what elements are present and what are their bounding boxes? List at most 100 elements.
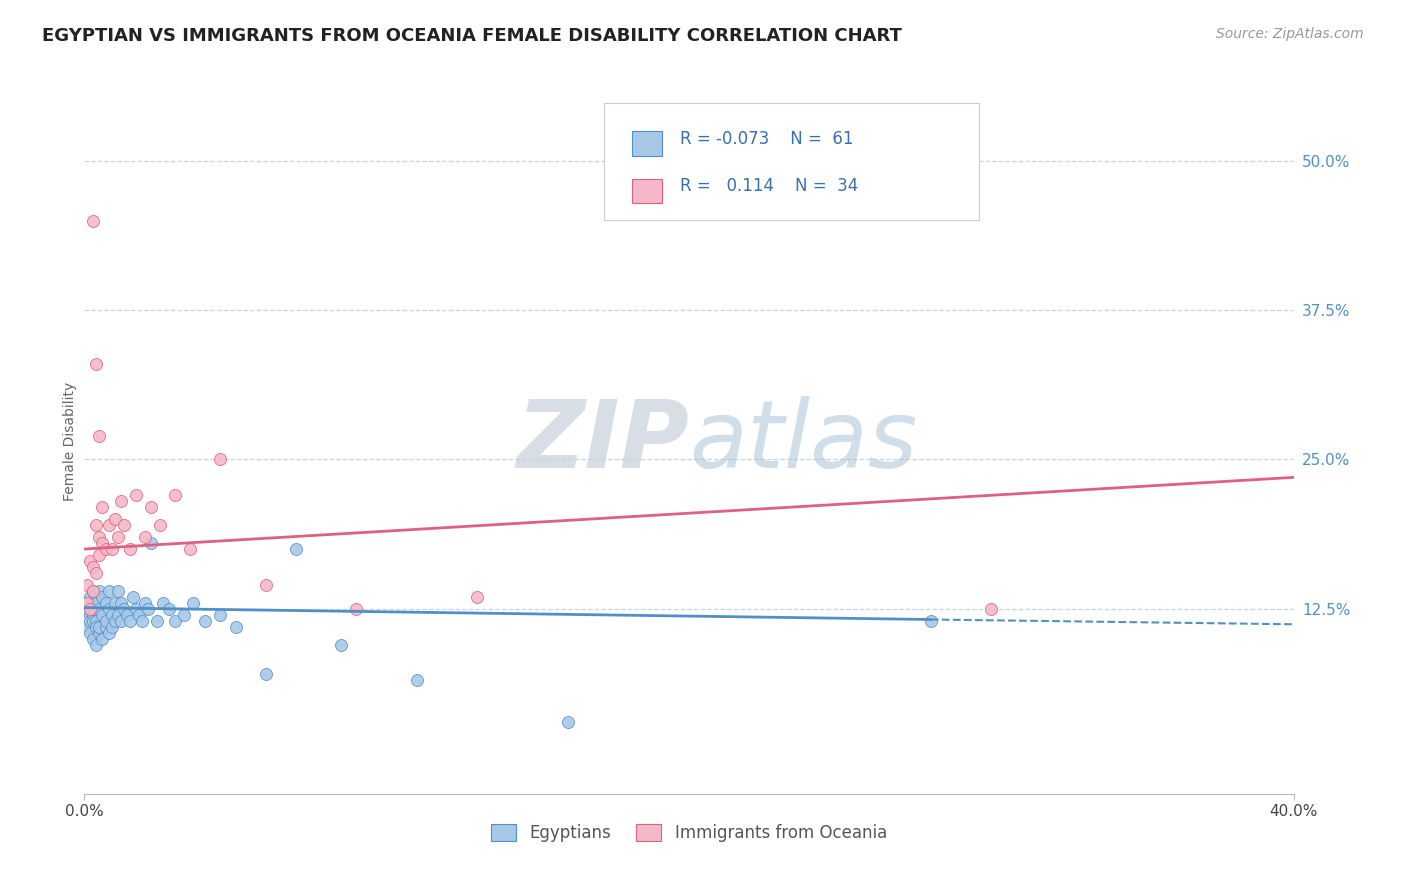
Point	[91, 500, 114, 515]
FancyBboxPatch shape	[633, 178, 662, 203]
Point	[125, 488, 148, 502]
Point	[110, 614, 132, 628]
Point	[920, 614, 942, 628]
Point	[89, 530, 111, 544]
Point	[131, 614, 153, 628]
Point	[115, 607, 138, 622]
Point	[82, 614, 104, 628]
Point	[89, 601, 111, 615]
Point	[107, 583, 129, 598]
Point	[94, 542, 117, 557]
Point	[330, 638, 353, 652]
Point	[94, 620, 117, 634]
Point	[104, 596, 127, 610]
Point	[134, 530, 156, 544]
Point	[89, 428, 111, 442]
Point	[94, 596, 117, 610]
Point	[110, 596, 132, 610]
Point	[557, 715, 579, 730]
Point	[76, 578, 98, 592]
Point	[79, 607, 101, 622]
Point	[467, 590, 489, 604]
Point	[107, 607, 129, 622]
Point	[107, 530, 129, 544]
Point	[86, 614, 108, 628]
Text: EGYPTIAN VS IMMIGRANTS FROM OCEANIA FEMALE DISABILITY CORRELATION CHART: EGYPTIAN VS IMMIGRANTS FROM OCEANIA FEMA…	[42, 27, 903, 45]
Point	[146, 614, 169, 628]
Point	[118, 542, 141, 557]
Point	[82, 583, 104, 598]
Point	[94, 614, 117, 628]
Point	[112, 518, 135, 533]
Point	[76, 596, 98, 610]
Point	[86, 638, 108, 652]
FancyBboxPatch shape	[605, 103, 979, 219]
Text: ZIP: ZIP	[516, 395, 689, 488]
Point	[91, 536, 114, 550]
Point	[225, 620, 247, 634]
FancyBboxPatch shape	[633, 131, 662, 156]
Point	[91, 632, 114, 646]
Point	[82, 583, 104, 598]
Text: R = -0.073    N =  61: R = -0.073 N = 61	[681, 130, 853, 148]
Point	[100, 607, 122, 622]
Text: atlas: atlas	[689, 396, 917, 487]
Point	[82, 213, 104, 227]
Point	[89, 625, 111, 640]
Point	[104, 512, 127, 526]
Point	[139, 500, 162, 515]
Point	[181, 596, 204, 610]
Point	[100, 542, 122, 557]
Point	[125, 601, 148, 615]
Point	[112, 601, 135, 615]
Point	[118, 614, 141, 628]
Point	[91, 590, 114, 604]
Point	[980, 601, 1002, 615]
Point	[89, 548, 111, 562]
Point	[165, 488, 187, 502]
Y-axis label: Female Disability: Female Disability	[63, 382, 77, 501]
Point	[79, 590, 101, 604]
Point	[76, 620, 98, 634]
Point	[134, 596, 156, 610]
Point	[173, 607, 195, 622]
Point	[194, 614, 217, 628]
Legend: Egyptians, Immigrants from Oceania: Egyptians, Immigrants from Oceania	[485, 817, 893, 849]
Point	[165, 614, 187, 628]
Point	[139, 536, 162, 550]
Point	[82, 607, 104, 622]
Point	[406, 673, 429, 688]
Point	[110, 494, 132, 508]
Point	[76, 601, 98, 615]
Point	[254, 578, 277, 592]
Point	[86, 620, 108, 634]
Point	[346, 601, 368, 615]
Point	[79, 625, 101, 640]
Point	[128, 607, 150, 622]
Point	[97, 518, 120, 533]
Point	[91, 607, 114, 622]
Point	[100, 620, 122, 634]
Point	[89, 583, 111, 598]
Point	[209, 452, 232, 467]
Point	[86, 357, 108, 371]
Point	[89, 620, 111, 634]
Point	[86, 596, 108, 610]
Point	[121, 590, 143, 604]
Point	[104, 614, 127, 628]
Point	[149, 518, 172, 533]
Point	[254, 667, 277, 681]
Point	[97, 583, 120, 598]
Point	[79, 614, 101, 628]
Point	[82, 560, 104, 574]
Point	[152, 596, 174, 610]
Point	[179, 542, 201, 557]
Point	[209, 607, 232, 622]
Point	[79, 601, 101, 615]
Point	[86, 518, 108, 533]
Point	[136, 601, 159, 615]
Point	[157, 601, 180, 615]
Point	[97, 625, 120, 640]
Point	[86, 566, 108, 580]
Point	[76, 596, 98, 610]
